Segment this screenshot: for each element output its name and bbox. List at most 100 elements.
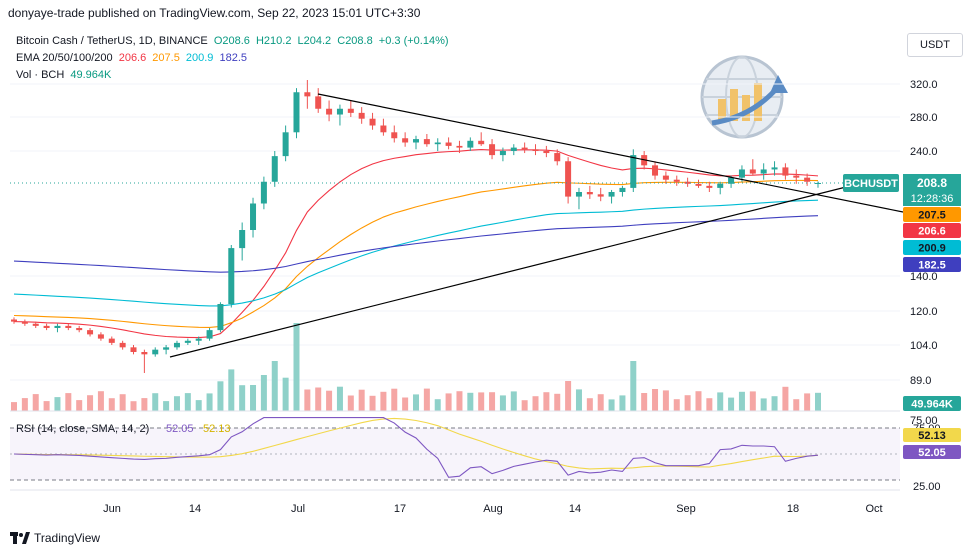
volume-bar — [662, 390, 669, 411]
time-tick-label: Aug — [483, 503, 503, 515]
volume-bar — [97, 391, 104, 411]
candle-body — [152, 349, 159, 355]
price-tick-label: 140.0 — [910, 271, 938, 283]
volume-bar — [684, 395, 691, 411]
candle-body — [652, 165, 659, 176]
tradingview-brand[interactable]: TradingView — [10, 531, 100, 545]
volume-bar — [217, 381, 224, 411]
volume-bar — [543, 392, 550, 411]
volume-bar — [119, 394, 126, 411]
volume-bar — [108, 398, 115, 411]
rsi-tag: 52.05 — [918, 447, 946, 459]
candle-body — [304, 92, 311, 97]
volume-tag: 49.964K — [911, 399, 953, 411]
volume-bar — [54, 397, 61, 411]
time-tick-label: 18 — [787, 503, 799, 515]
candle-body — [11, 319, 17, 322]
candle-body — [456, 145, 463, 148]
volume-bar — [304, 389, 311, 411]
legend-vol-row: Vol · BCH 49.964K — [16, 69, 114, 81]
volume-bar — [11, 402, 17, 411]
price-tick-label: 280.0 — [910, 112, 938, 124]
volume-bar — [804, 393, 811, 411]
volume-tag-bg — [903, 396, 961, 411]
candle-body — [358, 112, 365, 119]
legend-symbol-row: Bitcoin Cash / TetherUS, 1D, BINANCE O20… — [16, 35, 452, 47]
candle-body — [108, 338, 115, 343]
candle-body — [195, 338, 202, 341]
candle-body — [532, 149, 539, 151]
upper-trendline — [317, 93, 904, 213]
ema50-tag-bg — [903, 207, 961, 222]
candle-body — [793, 175, 800, 178]
countdown-label: 12:28:36 — [911, 193, 954, 205]
ema100-line — [13, 199, 819, 307]
candle-body — [163, 347, 170, 350]
ema20-tag: 206.6 — [918, 226, 946, 238]
candle-body — [554, 153, 561, 162]
candle-body — [489, 144, 496, 156]
currency-button[interactable]: USDT — [907, 33, 963, 57]
candle-body — [619, 187, 626, 192]
candle-body — [749, 169, 756, 174]
time-tick-label: Jun — [103, 503, 121, 515]
candle-body — [478, 140, 485, 145]
ema50-tag: 207.5 — [918, 210, 946, 222]
volume-bar — [456, 391, 463, 411]
candle-body — [760, 169, 767, 174]
volume-bar — [695, 391, 702, 411]
volume-bar — [358, 389, 365, 411]
rsi-tag-bg — [903, 445, 961, 459]
volume-bar — [206, 393, 213, 411]
tradingview-logo-icon — [10, 532, 30, 544]
candles — [11, 80, 821, 373]
volume-bar — [271, 361, 278, 411]
candle-body — [510, 147, 517, 151]
candle-body — [586, 192, 593, 195]
symbol-tag-bg — [843, 174, 899, 192]
volume-bar — [369, 395, 376, 411]
volume-bar — [293, 323, 300, 411]
volume-bar — [608, 399, 615, 411]
volume-bar — [434, 399, 441, 411]
volume-bar — [21, 398, 28, 411]
volume-bar — [228, 369, 235, 411]
time-tick-label: 17 — [394, 503, 406, 515]
volume-bar — [380, 391, 387, 411]
volume-bar — [586, 398, 593, 411]
candle-body — [717, 183, 724, 188]
volume-bar — [575, 389, 582, 411]
volume-bar — [749, 391, 756, 411]
price-tick-label: 75.00 — [910, 415, 938, 427]
legend-ema50: 207.5 — [152, 52, 180, 64]
legend-ema-row: EMA 20/50/100/200 206.6 207.5 200.9 182.… — [16, 52, 250, 64]
candle-body — [54, 325, 61, 328]
price-tick-label: 89.0 — [910, 375, 931, 387]
rsi-pane: RSI (14, close, SMA, 14, 2) 52.05 52.13 — [10, 417, 900, 481]
candle-body — [413, 139, 419, 143]
legend-ema200: 182.5 — [219, 52, 248, 64]
volume-bar — [630, 361, 637, 411]
candle-body — [293, 92, 300, 133]
volume-bar — [260, 375, 267, 411]
candle-body — [445, 142, 452, 146]
rsi-legend-value: 52.05 — [166, 423, 194, 435]
rsi-sma-tag-bg — [903, 428, 961, 442]
legend-symbol: Bitcoin Cash / TetherUS, 1D, BINANCE — [16, 35, 208, 47]
volume-bar — [673, 399, 680, 411]
volume-bar — [152, 393, 159, 411]
volume-bar — [793, 399, 800, 411]
candle-body — [87, 330, 94, 335]
rsi-tick-label: 25.00 — [913, 481, 941, 493]
candle-body — [217, 304, 224, 331]
candle-body — [173, 342, 180, 348]
candle-body — [336, 108, 343, 115]
legend-high: H210.2 — [255, 35, 292, 47]
volume-bar — [467, 392, 474, 411]
candle-body — [32, 323, 39, 326]
ema20-tag-bg — [903, 223, 961, 238]
volume-bar — [76, 400, 83, 411]
candle-body — [65, 325, 72, 328]
candle-body — [521, 147, 528, 150]
